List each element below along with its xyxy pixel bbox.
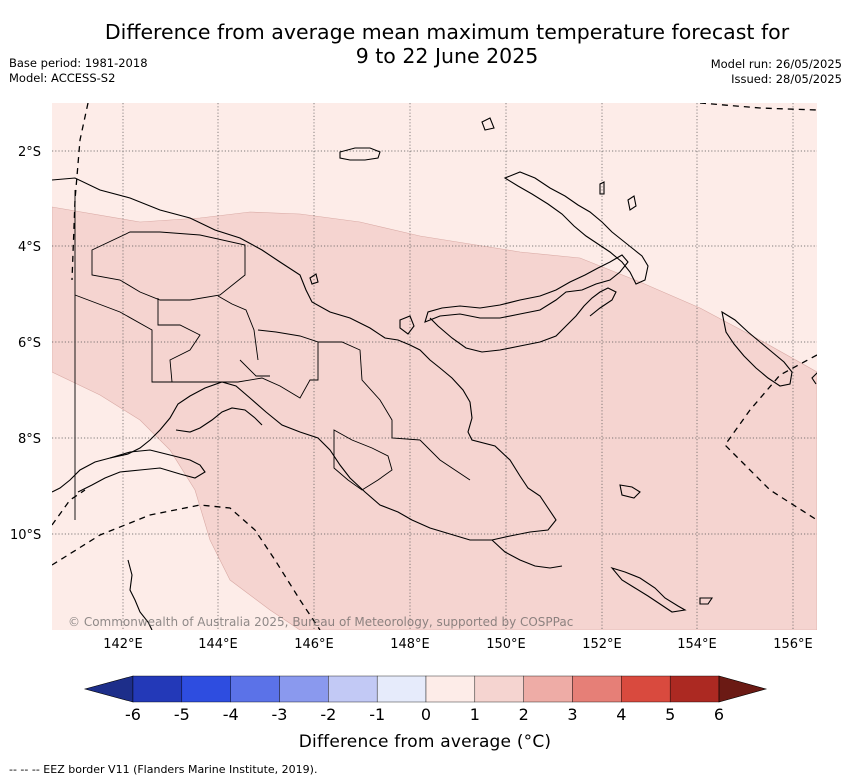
longitude-labels: 142°E 144°E 146°E 148°E 150°E 152°E 154°… [103,637,813,652]
title-line-1: Difference from average mean maximum tem… [104,20,790,44]
colorbar-tick-label: 2 [519,705,529,724]
colorbar-swatch [523,675,573,703]
lon-label-142e: 142°E [103,637,143,652]
colorbar-swatch [474,675,524,703]
meta-left: Base period: 1981-2018 Model: ACCESS-S2 [9,56,148,86]
lon-label-154e: 154°E [677,637,717,652]
coastline [52,117,817,630]
colorbar-swatch [132,675,183,703]
issued-date: Issued: 28/05/2025 [731,72,842,86]
model-name: Model: ACCESS-S2 [9,71,116,85]
graticule [52,103,817,630]
colorbar-swatch [279,675,329,703]
colorbar-label: Difference from average (°C) [298,732,552,752]
anomaly-1-2-area [52,206,817,630]
lon-label-152e: 152°E [582,637,622,652]
title-line-2: 9 to 22 June 2025 [355,44,539,68]
map-panel [52,103,817,630]
colorbar-tick-label: 6 [714,705,724,724]
colorbar-tick-label: -3 [272,705,288,724]
base-period: Base period: 1981-2018 [9,56,148,70]
colorbar-swatch [230,675,280,703]
lon-label-148e: 148°E [390,637,430,652]
colorbar-swatch [425,675,476,703]
colorbar-tick-label: 1 [470,705,480,724]
lat-label-10s: 10°S [10,528,41,543]
lat-label-6s: 6°S [18,336,41,351]
colorbar-swatch [181,675,231,703]
model-run: Model run: 26/05/2025 [710,57,842,71]
colorbar-swatch [669,675,720,703]
colorbar-arrow-low [83,675,134,703]
colorbar-tick-label: -2 [320,705,336,724]
lon-label-156e: 156°E [773,637,813,652]
colorbar-arrow-high [718,675,768,703]
colorbar: -6 -5 -4 -3 -2 -1 0 1 2 3 4 5 6 [83,675,768,724]
colorbar-tick-label: 5 [665,705,675,724]
colorbar-swatch [376,675,427,703]
colorbar-tick-label: -4 [223,705,239,724]
province-borders [74,190,471,520]
lon-label-150e: 150°E [486,637,526,652]
colorbar-swatch [328,675,378,703]
colorbar-tick-label: 0 [421,705,431,724]
colorbar-tick-label: 3 [567,705,577,724]
meta-right: Model run: 26/05/2025 Issued: 28/05/2025 [711,57,842,87]
colorbar-tick-label: -6 [125,705,141,724]
latitude-labels: 2°S 4°S 6°S 8°S 10°S [10,145,41,543]
colorbar-tick-label: 4 [616,705,626,724]
colorbar-swatch [621,675,671,703]
lon-label-144e: 144°E [198,637,238,652]
lat-label-4s: 4°S [18,240,41,255]
colorbar-tick-label: -1 [369,705,385,724]
colorbar-swatch [572,675,622,703]
copyright-notice: © Commonwealth of Australia 2025, Bureau… [68,615,573,629]
colorbar-tick-label: -5 [174,705,190,724]
lat-label-8s: 8°S [18,432,41,447]
lon-label-146e: 146°E [294,637,334,652]
map-title: Difference from average mean maximum tem… [22,20,850,68]
lat-label-2s: 2°S [18,145,41,160]
eez-footnote: -- -- -- EEZ border V11 (Flanders Marine… [9,763,318,776]
eez-border [52,103,817,630]
